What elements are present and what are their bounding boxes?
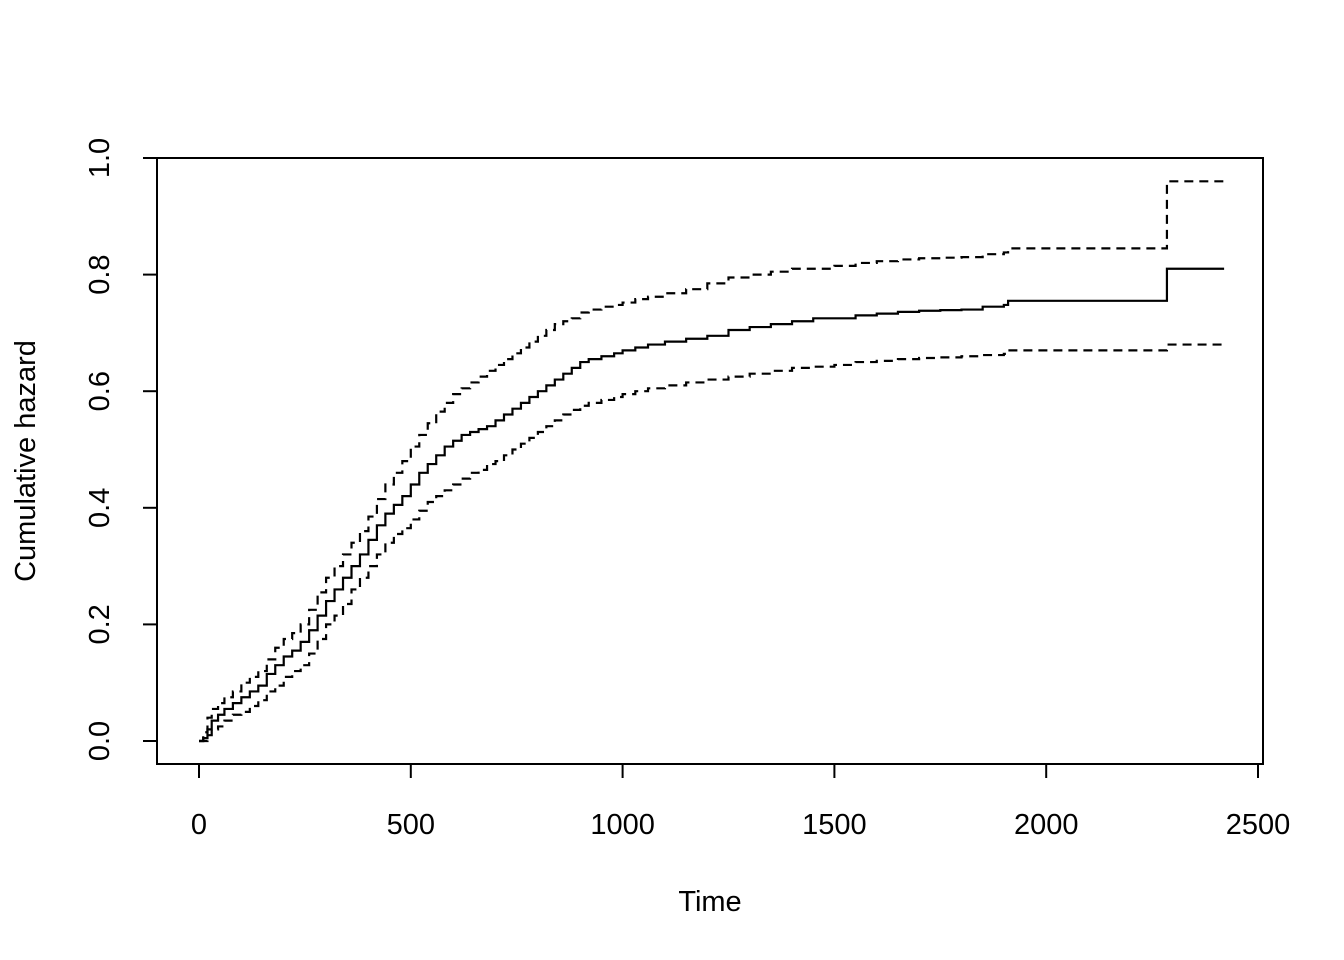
upper-confidence-bound-line: [199, 180, 1225, 743]
y-tick-label: 0.6: [84, 371, 116, 411]
y-axis: 0.0 0.2 0.4 0.6 0.8 1.0: [84, 138, 158, 761]
x-tick-label: 1500: [802, 809, 867, 841]
y-tick-label: 0.4: [84, 488, 116, 528]
cumulative-hazard-estimate-line: [199, 267, 1225, 743]
y-tick-label: 1.0: [84, 138, 116, 178]
x-axis: 0 500 1000 1500 2000 2500: [191, 763, 1291, 841]
series-layer: [199, 180, 1225, 743]
x-tick-label: 500: [387, 809, 435, 841]
x-tick-label: 2000: [1014, 809, 1079, 841]
y-tick-label: 0.0: [84, 721, 116, 761]
y-axis-label: Cumulative hazard: [10, 340, 42, 582]
y-tick-label: 0.8: [84, 254, 116, 294]
x-tick-label: 1000: [590, 809, 655, 841]
x-axis-label: Time: [678, 886, 741, 918]
x-tick-label: 2500: [1226, 809, 1291, 841]
lower-confidence-bound-line: [199, 343, 1225, 743]
x-tick-label: 0: [191, 809, 207, 841]
y-tick-label: 0.2: [84, 604, 116, 644]
